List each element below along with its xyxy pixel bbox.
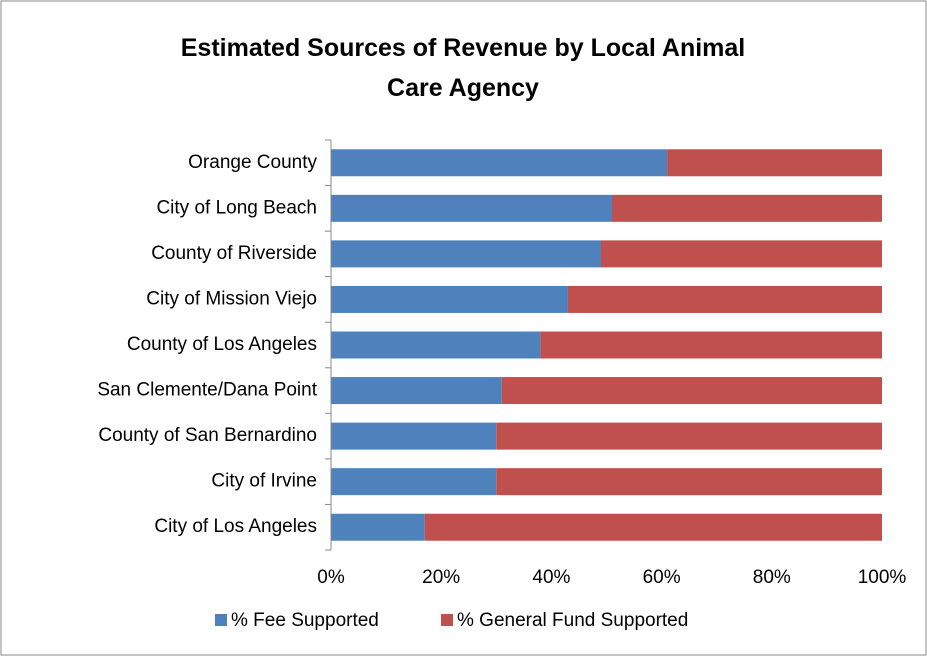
y-tick-label: City of Mission Viejo	[146, 288, 317, 309]
legend-swatch	[215, 614, 227, 626]
y-tick-label: Orange County	[188, 152, 317, 173]
bar-segment	[496, 468, 882, 496]
y-tick-label: County of Los Angeles	[127, 334, 317, 355]
bar-segment	[331, 377, 502, 405]
y-tick-label: County of San Bernardino	[98, 425, 317, 446]
bar-segment	[496, 422, 882, 450]
y-tick-label: City of Los Angeles	[154, 516, 317, 537]
y-tick-label: City of Irvine	[211, 471, 317, 492]
bar-segment	[331, 513, 425, 541]
bar-segment	[540, 331, 882, 359]
x-tick-label: 60%	[643, 567, 681, 588]
bar-segment	[567, 285, 882, 313]
bar-segment	[501, 377, 882, 405]
x-tick-label: 20%	[422, 567, 460, 588]
legend-swatch	[441, 614, 453, 626]
legend-label: % General Fund Supported	[457, 610, 688, 631]
x-tick-label: 40%	[532, 567, 570, 588]
chart-title: Estimated Sources of Revenue by Local An…	[180, 34, 746, 102]
bar-segment	[667, 149, 882, 177]
y-tick-label: County of Riverside	[151, 243, 317, 264]
bar-segment	[331, 285, 568, 313]
bar-segment	[612, 194, 882, 222]
x-tick-label: 80%	[753, 567, 791, 588]
bar-segment	[331, 240, 601, 268]
bar-segment	[600, 240, 882, 268]
bar-segment	[331, 194, 613, 222]
x-tick-label: 100%	[858, 567, 907, 588]
bar-segment	[331, 331, 541, 359]
bar-segment	[331, 468, 497, 496]
y-tick-label: San Clemente/Dana Point	[97, 380, 317, 401]
legend-label: % Fee Supported	[231, 610, 379, 631]
x-tick-label: 0%	[317, 567, 345, 588]
y-tick-label: City of Long Beach	[156, 197, 317, 218]
bar-segment	[424, 513, 882, 541]
bar-segment	[331, 149, 668, 177]
bar-segment	[331, 422, 497, 450]
